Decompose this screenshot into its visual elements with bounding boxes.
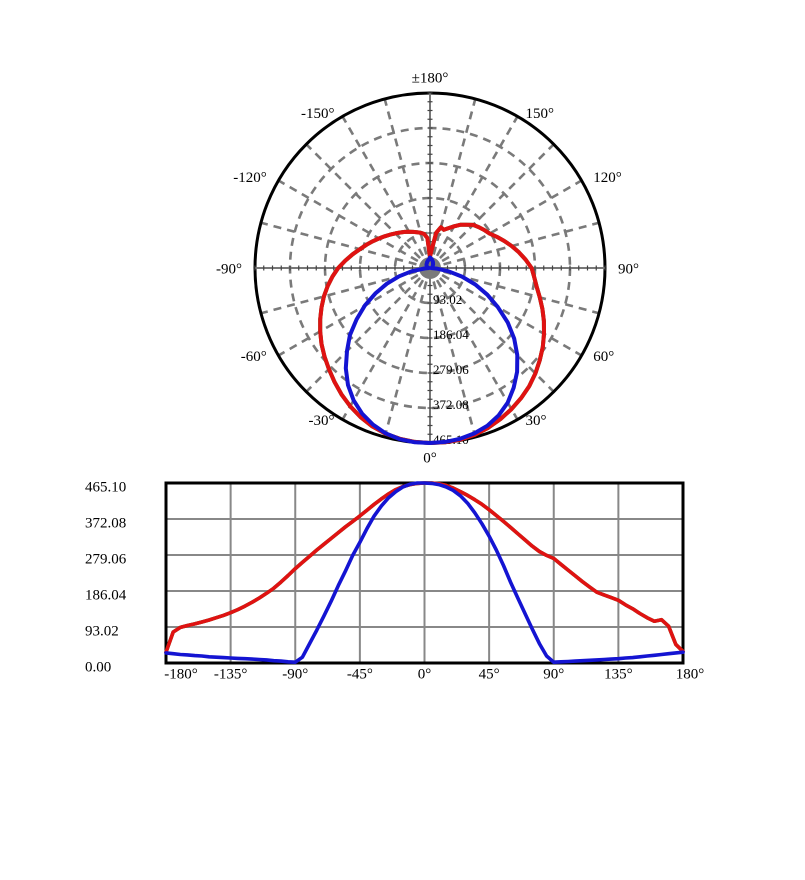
y-axis-label: 372.08: [85, 515, 126, 531]
y-axis-label: 186.04: [85, 587, 127, 603]
polar-spoke: [341, 267, 432, 421]
polar-spoke: [429, 266, 583, 357]
polar-angle-label: 150°: [526, 106, 555, 122]
x-axis-label: 45°: [479, 666, 500, 682]
y-axis-label: 465.10: [85, 479, 126, 495]
polar-spoke: [383, 98, 432, 269]
polar-spoke: [429, 179, 583, 270]
x-axis-label: -90°: [282, 666, 308, 682]
polar-angle-label: -30°: [309, 413, 335, 429]
y-axis-label: 93.02: [85, 623, 119, 639]
polar-angle-label: 90°: [618, 261, 639, 277]
y-axis-label: 279.06: [85, 551, 127, 567]
x-axis-label: 135°: [604, 666, 633, 682]
polar-spoke: [428, 98, 477, 269]
polar-angle-label: -90°: [216, 261, 242, 277]
polar-spoke: [305, 267, 431, 393]
polar-angle-label: 60°: [593, 349, 614, 365]
polar-spoke: [341, 115, 432, 269]
x-axis-label: 180°: [676, 666, 705, 682]
x-axis-label: -135°: [214, 666, 248, 682]
polar-spoke: [305, 143, 431, 269]
polar-spoke: [260, 221, 431, 270]
polar-angle-label: 0°: [423, 450, 437, 466]
polar-spoke: [428, 267, 519, 421]
x-axis-label: -45°: [347, 666, 373, 682]
cartesian-curve-c90-c270: [164, 481, 685, 664]
polar-spoke: [428, 115, 519, 269]
polar-spoke: [429, 267, 555, 393]
polar-angle-label: 30°: [526, 413, 547, 429]
polar-spoke: [383, 267, 432, 438]
polar-intensity-chart: 93.02186.04279.06372.08465.100°30°60°90°…: [216, 70, 639, 466]
polar-angle-label: 120°: [593, 170, 622, 186]
intensity-distribution-charts: 93.02 186.04 279.06 372.08 465.10 0° 30° 60° 90°…: [85, 70, 704, 682]
polar-angle-label: -60°: [241, 349, 267, 365]
cartesian-intensity-chart: 465.10 372.08 279.06 186.04 93.02 0.00 -180° -1…: [85, 479, 704, 682]
x-axis-label: 0°: [418, 666, 432, 682]
polar-spoke: [277, 266, 431, 357]
radial-value-label: 93.02: [433, 292, 462, 307]
polar-curve-c90-c270: [343, 255, 520, 445]
polar-spoke: [428, 267, 477, 438]
polar-spoke: [429, 143, 555, 269]
polar-angle-label: ±180°: [412, 70, 449, 86]
x-axis-label: -180°: [164, 666, 198, 682]
polar-spoke: [429, 221, 600, 270]
radial-value-label: 186.04: [433, 327, 469, 342]
y-axis-label: 0.00: [85, 659, 111, 675]
polar-spoke: [277, 179, 431, 270]
radial-value-label: 279.06: [433, 362, 469, 377]
x-axis-label: 90°: [543, 666, 564, 682]
legend: C0(Max): C0/C180: C90/C270: Field angle(…: [0, 688, 805, 880]
polar-angle-label: -120°: [233, 170, 267, 186]
polar-angle-label: -150°: [301, 106, 335, 122]
radial-value-label: 372.08: [433, 397, 469, 412]
